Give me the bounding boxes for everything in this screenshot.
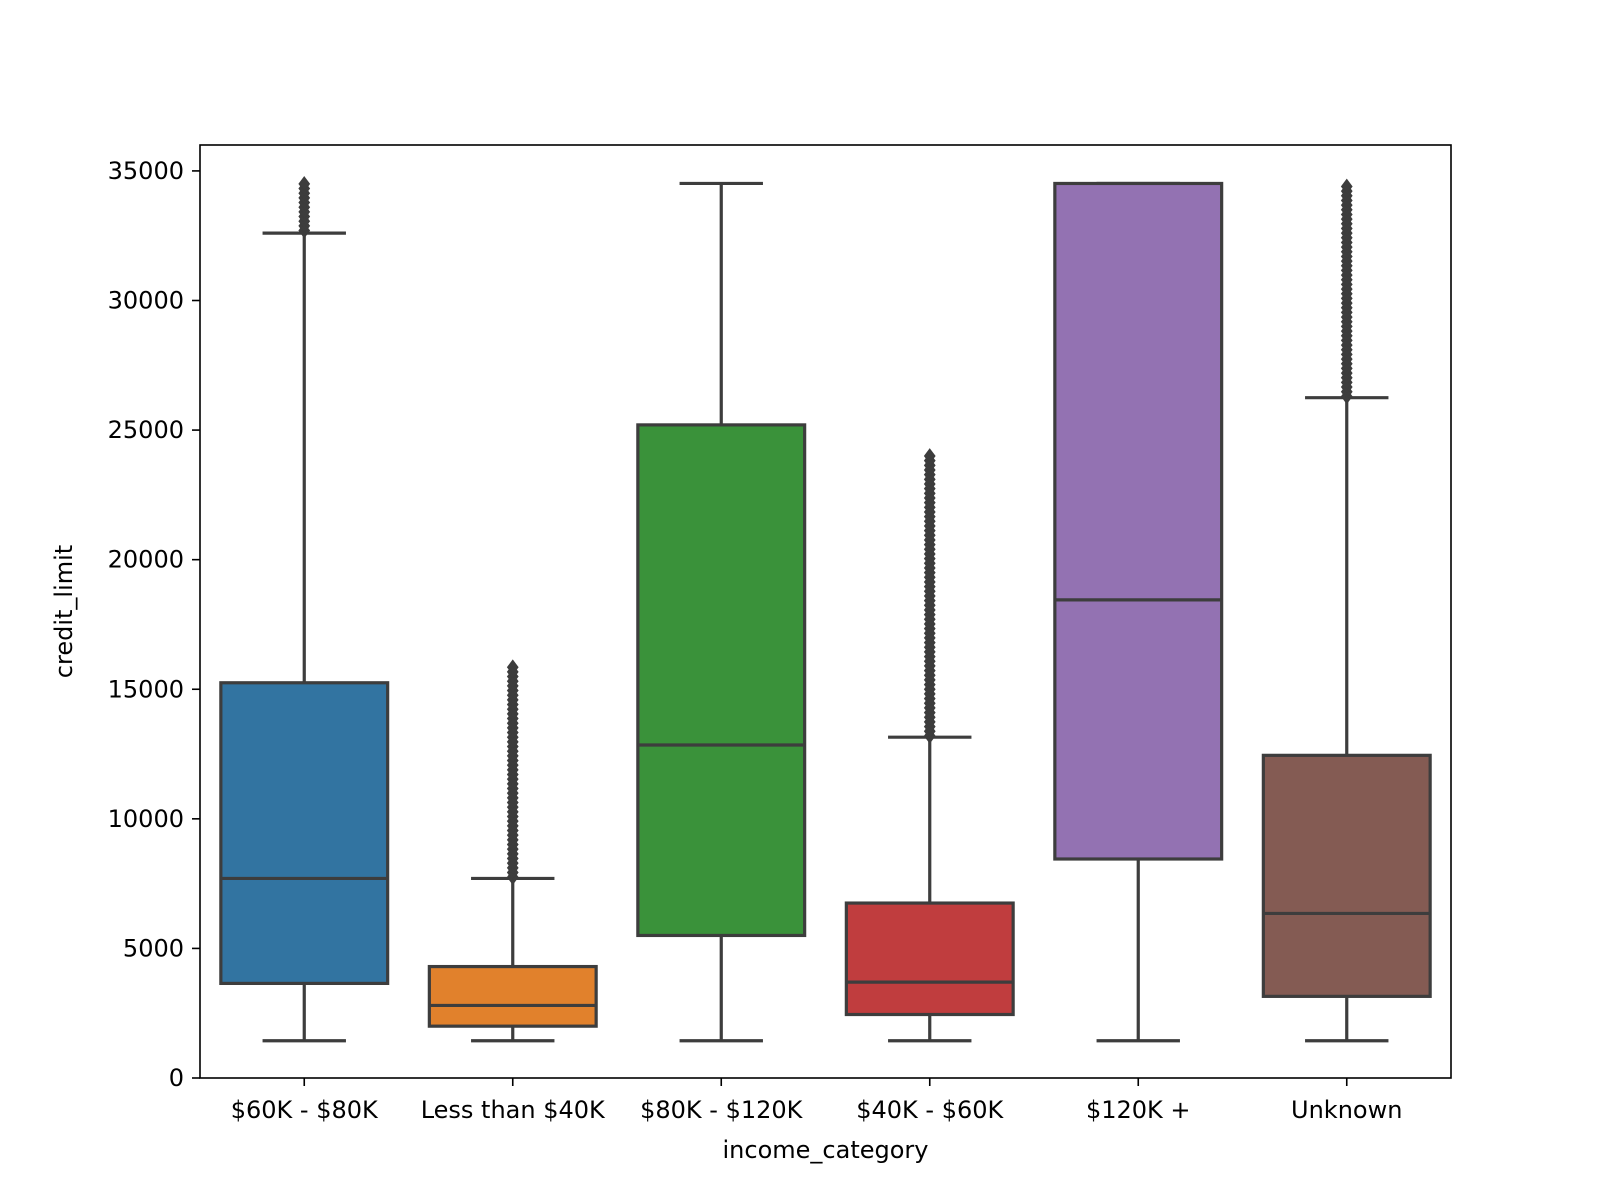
- box-0: [219, 176, 390, 1043]
- y-tick-label: 0: [169, 1064, 184, 1092]
- boxes-layer: [219, 176, 1432, 1043]
- x-tick-label: $120K +: [1086, 1096, 1191, 1124]
- x-axis: $60K - $80K Less than $40K $80K - $120K $40…: [231, 1078, 1402, 1124]
- iqr-box: [219, 681, 390, 986]
- outlier-point: [298, 176, 311, 192]
- outlier-point: [923, 448, 936, 464]
- iqr-box: [1053, 181, 1224, 861]
- outlier-point: [1340, 178, 1353, 195]
- y-tick-label: 35000: [108, 157, 184, 185]
- plot-frame: [199, 144, 1452, 1079]
- y-axis: 0 5000 10000 15000 20000 25000 30000 35000: [108, 157, 200, 1092]
- iqr-box: [1261, 753, 1432, 998]
- x-tick-label: Unknown: [1291, 1096, 1402, 1124]
- y-tick-label: 10000: [108, 805, 184, 833]
- x-tick-label: $80K - $120K: [640, 1096, 804, 1124]
- y-tick-label: 5000: [123, 934, 184, 962]
- box-3: [844, 448, 1015, 1043]
- iqr-box: [636, 423, 807, 938]
- y-tick-label: 25000: [108, 416, 184, 444]
- x-tick-label: $40K - $60K: [856, 1096, 1004, 1124]
- iqr-box: [844, 901, 1015, 1017]
- box-2: [636, 181, 807, 1043]
- y-tick-label: 30000: [108, 287, 184, 315]
- box-4: [1053, 181, 1224, 1043]
- x-axis-label: income_category: [723, 1136, 929, 1164]
- x-tick-label: Less than $40K: [421, 1096, 606, 1124]
- box-1: [427, 659, 598, 1043]
- x-tick-label: $60K - $80K: [231, 1096, 379, 1124]
- outlier-point: [506, 659, 519, 676]
- y-axis-label: credit_limit: [50, 545, 78, 678]
- iqr-box: [427, 964, 598, 1028]
- y-tick-label: 20000: [108, 546, 184, 574]
- y-tick-label: 15000: [108, 675, 184, 703]
- box-5: [1261, 178, 1432, 1043]
